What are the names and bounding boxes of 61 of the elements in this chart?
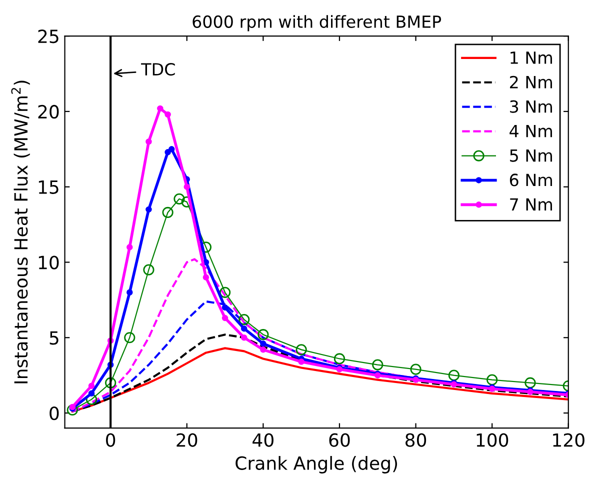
y-tick-label: 15 — [38, 180, 58, 194]
legend-label: 3 Nm — [510, 100, 552, 113]
point — [162, 206, 174, 218]
legend-label: 1 Nm — [510, 52, 552, 64]
point — [66, 404, 78, 416]
x-tick-label: 80 — [406, 433, 426, 447]
point — [219, 286, 231, 298]
legend-label: 5 Nm — [510, 149, 552, 162]
point — [200, 242, 212, 253]
point — [410, 364, 422, 375]
point — [486, 374, 498, 386]
point — [184, 184, 190, 190]
point — [448, 370, 460, 381]
y-tick-label: 10 — [38, 256, 59, 270]
point — [334, 353, 346, 364]
x-tick-label: 60 — [329, 433, 350, 447]
point — [524, 377, 536, 388]
point — [164, 149, 171, 156]
x-tick-label: 0 — [106, 433, 116, 447]
legend-label: 6 Nm — [510, 174, 552, 186]
point — [146, 138, 152, 145]
y-tick-label: 20 — [38, 104, 59, 119]
point — [298, 358, 304, 365]
point — [124, 332, 136, 344]
point — [126, 289, 133, 296]
point — [86, 394, 98, 405]
point — [88, 390, 95, 397]
point — [105, 377, 116, 388]
x-tick-label: 40 — [252, 433, 274, 447]
point — [222, 314, 228, 322]
point — [258, 329, 269, 340]
point — [143, 264, 154, 276]
point — [260, 340, 266, 347]
x-tick-label: 20 — [176, 433, 198, 447]
point — [88, 382, 95, 389]
legend-label: 7 Nm — [510, 198, 552, 211]
x-axis-title: Crank Angle (deg) — [236, 456, 398, 474]
point — [296, 344, 307, 356]
x-tick-label: 120 — [553, 433, 584, 447]
point — [146, 206, 152, 213]
legend-label: 2 Nm — [510, 76, 552, 88]
point — [372, 359, 384, 370]
point — [240, 334, 248, 341]
y-tick-label: 5 — [50, 331, 58, 345]
point — [126, 244, 133, 250]
point — [260, 346, 266, 353]
y-tick-label: 25 — [38, 30, 58, 44]
point — [157, 105, 164, 112]
y-axis-title: Instantaneous Heat Flux (MW/m$^{2}$) — [11, 80, 30, 384]
point — [168, 146, 175, 152]
point — [222, 304, 228, 311]
x-tick-label: 100 — [476, 433, 508, 447]
annotation: TDC — [141, 62, 175, 76]
legend-label: 4 Nm — [510, 124, 552, 138]
point — [238, 314, 250, 326]
point — [174, 193, 185, 204]
chart-title: 6000 rpm with different BMEP — [192, 15, 442, 32]
y-tick-label: 0 — [50, 406, 59, 420]
point — [240, 325, 248, 332]
point — [202, 274, 210, 280]
point — [164, 111, 171, 118]
